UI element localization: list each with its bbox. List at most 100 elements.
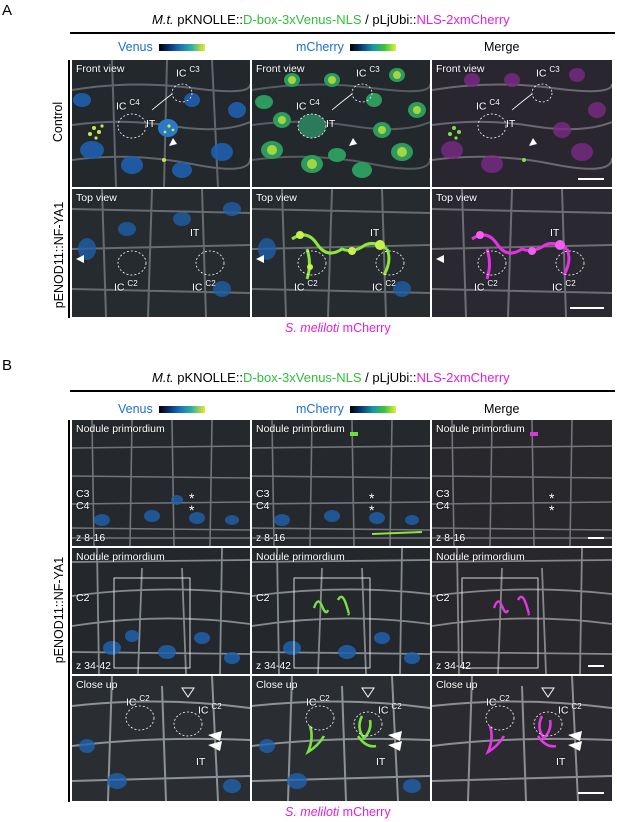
panel-b-col-venus: Venus [118,402,205,416]
b2g-view-label: Nodule primordium [436,551,525,563]
b-closeup-mcherry-image: Close up IC C2 IC C2 IT [252,676,430,801]
b3m-view-label: Close up [256,679,298,691]
a-control-mcherry-image: Front view IC C3 IC C4 IT [252,60,430,187]
b1g-star-2: * [549,502,555,518]
b1-star-1: * [189,490,195,506]
b1-star-2: * [189,502,195,518]
a2-ic-left-label: IC C2 [114,279,138,294]
b-primordium-lower-venus-image: Nodule primordium C2 z 34-42 [72,548,250,674]
panel-a-title-rule [70,32,615,34]
a-control-merge-image: Front view IC C3 IC C4 IT [432,60,612,187]
b2m-c2-label: C2 [256,592,270,604]
b1g-z-label: z 8-16 [436,532,466,544]
a1-view-label: Front view [76,63,125,75]
b1m-star-1: * [369,490,375,506]
b3-it-label: IT [196,756,206,768]
b1m-c3-label: C3 [256,488,270,500]
b3m-ic-right-label: IC C2 [378,702,402,717]
panel-b-title-rule [70,390,615,392]
a1m-view-label: Front view [256,63,305,75]
panel-a-row-nfya1: pENOD11::NF-YA1 [52,201,66,309]
b1g-c3-label: C3 [436,488,450,500]
panel-b-col-mcherry: mCherry [296,402,396,416]
b3g-it-label: IT [556,756,566,768]
panel-a-col-venus: Venus [118,40,205,54]
b1g-star-1: * [549,490,555,506]
a1m-ic-c4-label: IC C4 [296,98,320,113]
panel-a-letter: A [2,2,13,19]
a1m-it-label: IT [326,118,336,130]
b3-scale-bar [578,792,604,794]
panel-b-caption: S. meliloti mCherry [285,805,391,819]
b1g-view-label: Nodule primordium [436,423,525,435]
b2-z-label: z 34-42 [76,660,112,672]
b2g-z-label: z 34-42 [436,660,472,672]
a1-scale-bar [578,178,604,180]
b-primordium-upper-mcherry-image: Nodule primordium C3 C4 * * z 8-16 [252,420,430,546]
a1-ic-c3-label: IC C3 [176,65,200,80]
a2m-ic-left-label: IC C2 [294,279,318,294]
venus-lut-bar [158,43,205,51]
b1g-c4-label: C4 [436,500,450,512]
panel-b-letter: B [2,357,13,374]
panel-b-title: M.t. pKNOLLE::D-box-3xVenus-NLS / pLjUbi… [152,370,510,385]
b2-scale-bar [588,665,604,667]
b1-scale-bar [588,537,604,539]
a2g-it-label: IT [550,227,560,239]
b3m-it-label: IT [376,756,386,768]
a2-scale-bar [570,307,604,309]
a-nfya1-merge-image: Top view IT IC C2 IC C2 [432,189,612,317]
b3-view-label: Close up [76,679,118,691]
a2g-ic-right-label: IC C2 [552,279,576,294]
panel-a-caption: S. meliloti mCherry [285,321,391,335]
b1m-view-label: Nodule primordium [256,423,345,435]
b2m-view-label: Nodule primordium [256,551,345,563]
b3g-ic-left-label: IC C2 [486,694,510,709]
a1-ic-c4-label: IC C4 [116,98,140,113]
a1g-ic-c3-label: IC C3 [536,65,560,80]
mcherry-lut-bar [349,43,396,51]
b1m-star-2: * [369,502,375,518]
a2m-view-label: Top view [256,192,297,204]
b-primordium-upper-merge-image: Nodule primordium C3 C4 * * z 8-16 [432,420,612,546]
b-closeup-merge-image: Close up IC C2 IC C2 IT [432,676,612,801]
a1-it-label: IT [146,118,156,130]
b3m-ic-left-label: IC C2 [306,694,330,709]
a2m-ic-right-label: IC C2 [372,279,396,294]
a2m-it-label: IT [370,227,380,239]
b3g-view-label: Close up [436,679,478,691]
a-nfya1-mcherry-image: Top view IT IC C2 IC C2 [252,189,430,317]
a2-ic-right-label: IC C2 [192,279,216,294]
panel-b-row-label: pENOD11::NF-YA1 [52,556,66,664]
panel-b-left-bar [68,420,70,802]
a1g-ic-c4-label: IC C4 [476,98,500,113]
b2-view-label: Nodule primordium [76,551,165,563]
b2-c2-label: C2 [76,592,90,604]
b-primordium-lower-merge-image: Nodule primordium C2 z 34-42 [432,548,612,674]
b1-z-label: z 8-16 [76,532,106,544]
a-nfya1-venus-image: Top view IT IC C2 IC C2 [72,189,250,317]
b3-ic-right-label: IC C2 [198,702,222,717]
a2-it-label: IT [190,227,200,239]
panel-a-title: M.t. pKNOLLE::D-box-3xVenus-NLS / pLjUbi… [152,12,510,27]
b3-ic-left-label: IC C2 [126,694,150,709]
b3g-ic-right-label: IC C2 [558,702,582,717]
b2m-z-label: z 34-42 [256,660,292,672]
a1m-ic-c3-label: IC C3 [356,65,380,80]
panel-b-col-merge: Merge [484,402,520,416]
b1-view-label: Nodule primordium [76,423,165,435]
a2g-view-label: Top view [436,192,477,204]
a1g-it-label: IT [506,118,516,130]
b1-c4-label: C4 [76,500,90,512]
panel-a-row-control: Control [51,101,65,143]
b1m-z-label: z 8-16 [256,532,286,544]
venus-lut-bar-b [158,405,205,413]
b1-c3-label: C3 [76,488,90,500]
a2-view-label: Top view [76,192,117,204]
a-control-venus-image: Front view IC C3 IC C4 IT [72,60,250,187]
b-closeup-venus-image: Close up IC C2 IC C2 IT [72,676,250,801]
panel-a-col-merge: Merge [484,40,520,54]
b1m-c4-label: C4 [256,500,270,512]
a2g-ic-left-label: IC C2 [474,279,498,294]
mcherry-lut-bar-b [349,405,396,413]
